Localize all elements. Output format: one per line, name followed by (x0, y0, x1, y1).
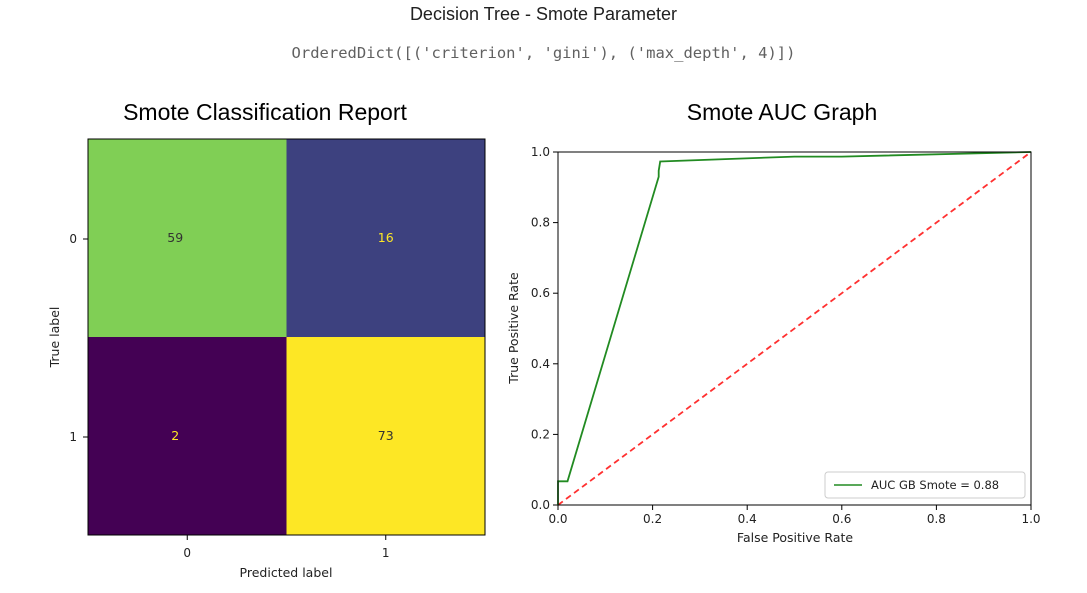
confusion-matrix-cells: 59 16 2 73 (88, 139, 485, 535)
chance-line (557, 151, 1032, 506)
confusion-matrix-xlabel: Predicted label (240, 565, 333, 580)
cm-cell (88, 139, 287, 337)
legend-box (824, 471, 1026, 499)
legend-entry: AUC GB Smote = 0.88 (871, 478, 999, 492)
roc-title: Smote AUC Graph (687, 99, 877, 125)
confusion-matrix-title: Smote Classification Report (123, 99, 407, 125)
roc-x-tick-label: 0.4 (738, 512, 757, 526)
roc-xlabel: False Positive Rate (737, 530, 853, 545)
roc-frame (557, 151, 1032, 506)
cm-cell-value: 2 (171, 428, 179, 443)
roc-x-tick-label: 0.6 (832, 512, 851, 526)
roc-x-tick-label: 0.0 (548, 512, 567, 526)
cm-y-tick-label: 0 (69, 232, 77, 246)
roc-lines (557, 151, 1032, 506)
roc-y-tick-label: 0.6 (531, 286, 550, 300)
roc-y-tick-label: 0.4 (531, 357, 550, 371)
cm-cell-value: 73 (378, 428, 394, 443)
roc-y-tick-label: 0.2 (531, 427, 550, 441)
cm-x-tick-label: 1 (382, 546, 390, 560)
roc-x-tick-label: 0.8 (927, 512, 946, 526)
roc-curve (557, 151, 1032, 505)
roc-ylabel: True Positive Rate (506, 272, 521, 385)
roc-x-tick-label: 1.0 (1021, 512, 1040, 526)
roc-legend: AUC GB Smote = 0.88 (824, 471, 1026, 499)
parameter-output: OrderedDict([('criterion', 'gini'), ('ma… (291, 44, 796, 62)
cm-cell-value: 59 (167, 230, 183, 245)
cm-cell (286, 139, 485, 337)
roc-chart: Smote AUC Graph 0.0 0.2 0.4 0.6 0.8 1.0 0.0 0.2… (506, 99, 1041, 545)
confusion-matrix-ticks: 0 1 0 1 (69, 232, 389, 560)
cm-cell (88, 337, 287, 535)
cm-y-tick-label: 1 (69, 430, 77, 444)
cm-cell-value: 16 (378, 230, 394, 245)
roc-y-tick-label: 0.8 (531, 216, 550, 230)
cm-x-tick-label: 0 (183, 546, 191, 560)
page-title: Decision Tree - Smote Parameter (409, 4, 678, 24)
cm-cell (286, 337, 485, 535)
confusion-matrix-ylabel: True label (47, 307, 62, 369)
confusion-matrix: Smote Classification Report 59 16 2 73 0 1 0 1… (47, 99, 486, 580)
confusion-matrix-frame (87, 138, 486, 536)
roc-x-tick-label: 0.2 (643, 512, 662, 526)
roc-ticks: 0.0 0.2 0.4 0.6 0.8 1.0 0.0 0.2 0.4 0.6 0.8 1.0 (531, 145, 1041, 526)
roc-y-tick-label: 0.0 (531, 498, 550, 512)
roc-y-tick-label: 1.0 (531, 145, 550, 159)
